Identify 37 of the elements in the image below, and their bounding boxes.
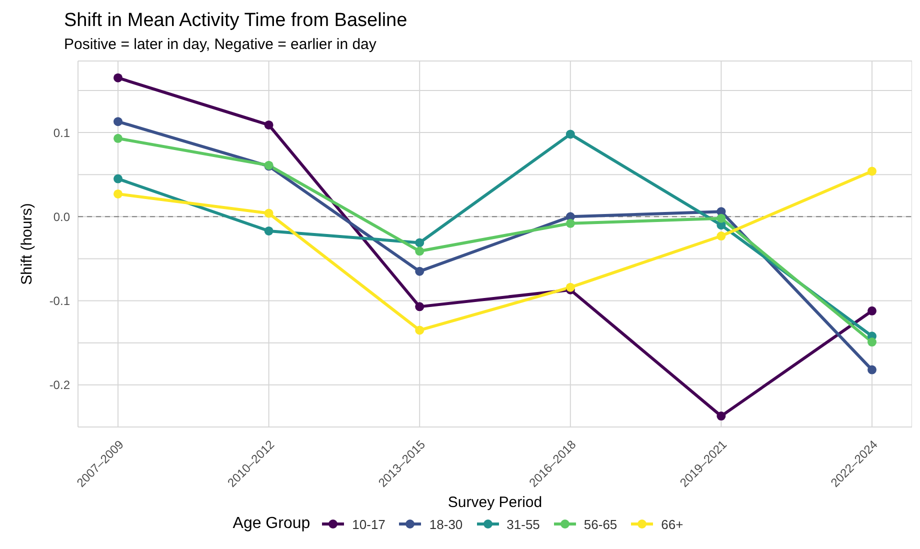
- legend-label: 18-30: [428, 516, 463, 532]
- legend-label: 56-65: [582, 516, 618, 532]
- point: [716, 214, 726, 223]
- point: [114, 134, 122, 143]
- point: [415, 326, 424, 335]
- point: [868, 306, 876, 316]
- point: [415, 238, 424, 248]
- legend-label: 66+: [660, 516, 684, 532]
- chart-title: Shift in Mean Activity Time from Baseline: [63, 9, 408, 32]
- point: [415, 246, 424, 256]
- legend-title: Age Group: [232, 515, 310, 533]
- legend-label: 10-17: [351, 516, 386, 532]
- point: [566, 130, 575, 139]
- point: [114, 174, 122, 184]
- point: [264, 208, 274, 218]
- legend-label: 31-55: [506, 516, 540, 532]
- point: [566, 282, 575, 292]
- point: [716, 232, 726, 241]
- point: [868, 166, 876, 176]
- y-tick-label: -0.2: [49, 378, 70, 392]
- point: [114, 189, 122, 198]
- point: [114, 73, 122, 82]
- point: [566, 218, 575, 228]
- point: [114, 117, 122, 126]
- point: [415, 266, 424, 276]
- point: [868, 365, 876, 374]
- point: [264, 120, 274, 130]
- y-axis-title: Shift (hours): [18, 203, 36, 285]
- point: [415, 302, 424, 312]
- point: [264, 226, 274, 236]
- point: [716, 412, 726, 421]
- y-tick-label: 0.1: [53, 126, 70, 140]
- chart-subtitle: Positive = later in day, Negative = earlier in day: [63, 35, 378, 53]
- x-axis-title: Survey Period: [448, 494, 542, 511]
- y-tick-label: 0.0: [53, 210, 70, 224]
- y-tick-label: -0.1: [49, 294, 70, 308]
- point: [868, 338, 876, 347]
